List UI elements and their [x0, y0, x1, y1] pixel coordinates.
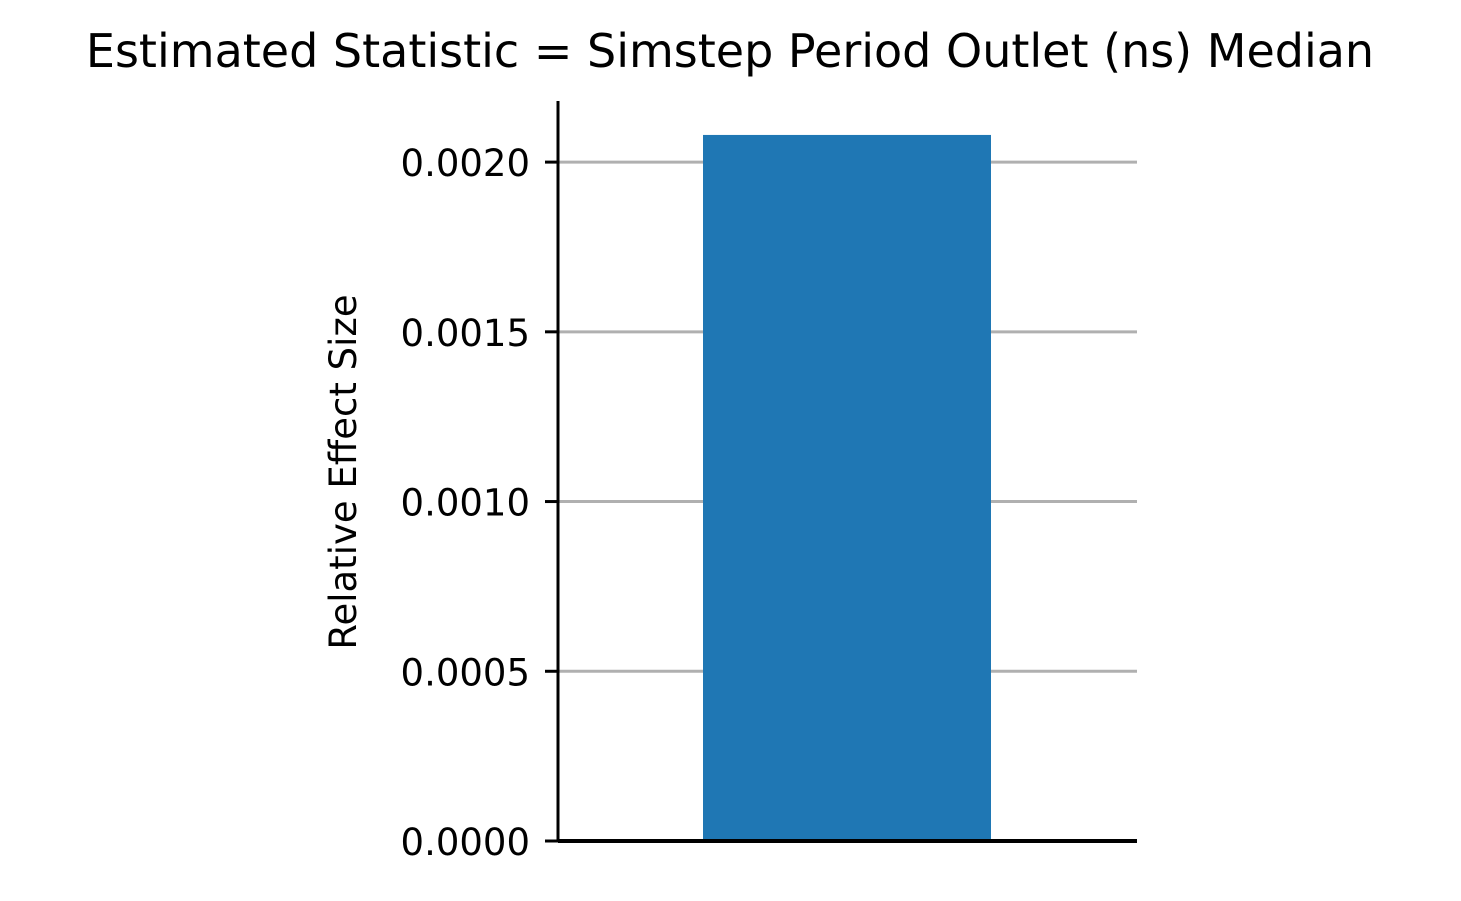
- bars: [703, 134, 991, 842]
- y-ticks: 0.0000 0.0005 0.0010 0.0015 0.0020: [401, 142, 558, 864]
- y-tick-label: 0.0010: [401, 482, 530, 525]
- y-axis-label: Relative Effect Size: [322, 294, 365, 649]
- y-tick-label: 0.0000: [401, 821, 530, 864]
- y-tick-label: 0.0005: [401, 651, 530, 694]
- y-tick-label: 0.0015: [401, 312, 530, 355]
- bar: [703, 134, 991, 842]
- chart-title: Estimated Statistic = Simstep Period Out…: [86, 24, 1374, 78]
- axes: [556, 101, 1137, 843]
- y-tick-label: 0.0020: [401, 142, 530, 185]
